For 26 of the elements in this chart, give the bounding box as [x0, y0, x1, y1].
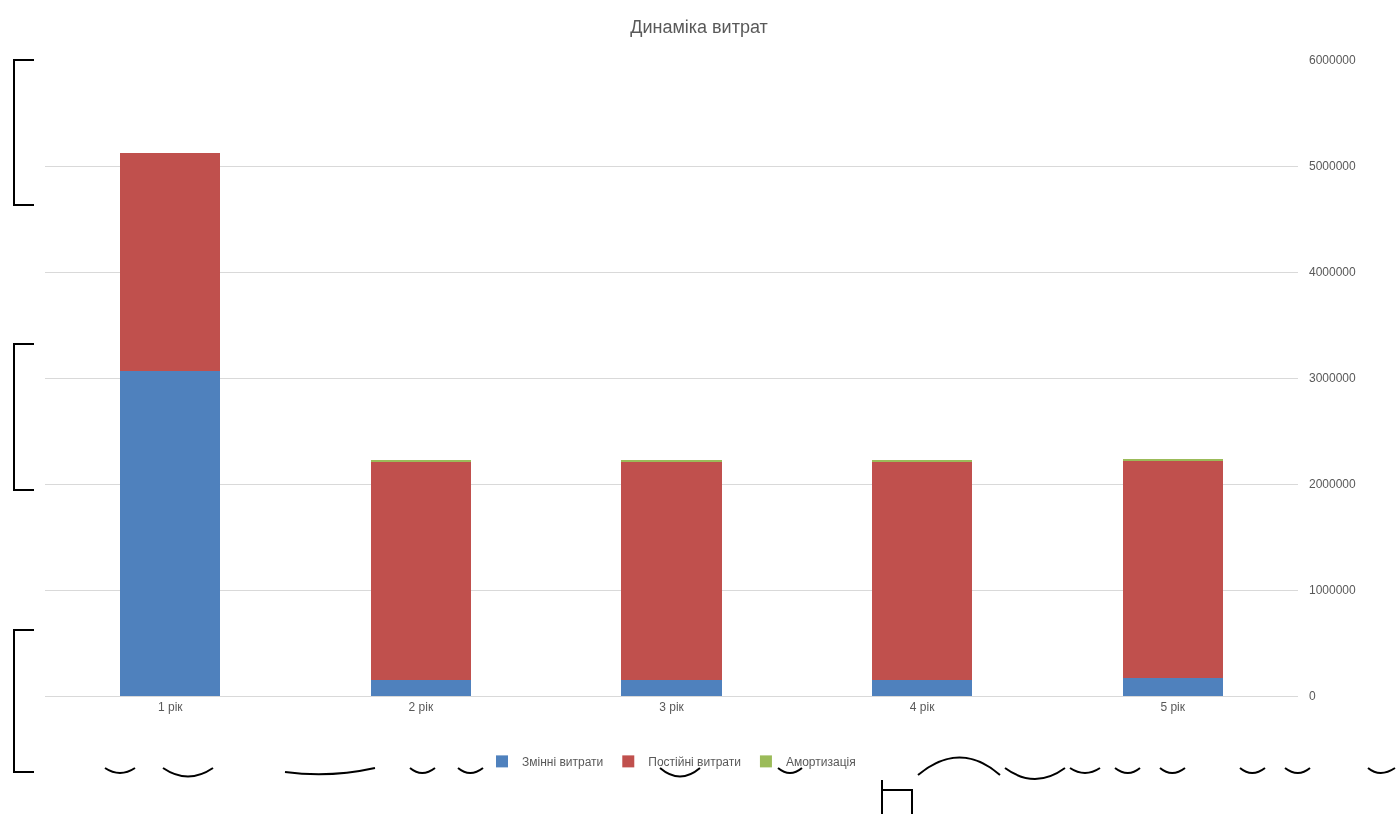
bar [370, 461, 472, 681]
bar [871, 461, 973, 681]
bar [120, 153, 221, 371]
y-tick-label: 4000000 [1309, 265, 1357, 280]
y-tick-label: 3000000 [1309, 371, 1357, 386]
y-tick-label: 1000000 [1309, 583, 1357, 598]
bar [621, 461, 722, 681]
legend-label: Постійні витрати [648, 755, 741, 770]
x-tick-label: 5 рік [1160, 700, 1186, 715]
x-tick-label: 3 рік [659, 700, 685, 715]
bar [370, 680, 472, 696]
bar [1122, 460, 1223, 678]
legend-label: Амортизація [785, 755, 856, 770]
y-tick-label: 0 [1309, 689, 1316, 704]
x-tick-label: 4 рік [909, 700, 936, 715]
bar [1122, 677, 1223, 696]
y-tick-label: 6000000 [1309, 53, 1357, 68]
legend-label: Змінні витрати [522, 755, 604, 770]
x-tick-label: 1 рік [158, 700, 184, 715]
x-tick-label: 2 рік [408, 700, 434, 715]
y-tick-label: 2000000 [1309, 477, 1357, 492]
y-tick-label: 5000000 [1309, 159, 1357, 174]
bar [120, 370, 221, 696]
bar [871, 680, 973, 696]
chart-title: Динаміка витрат [630, 17, 768, 37]
bar [621, 680, 722, 696]
